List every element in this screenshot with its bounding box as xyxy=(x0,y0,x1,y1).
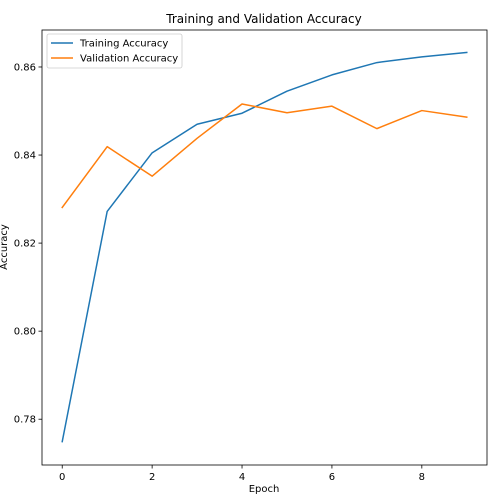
x-axis-label: Epoch xyxy=(249,484,280,495)
series-line-validation-accuracy xyxy=(61,103,468,209)
legend: Training Accuracy Validation Accuracy xyxy=(46,33,183,69)
x-tick-label: 6 xyxy=(329,472,335,483)
y-tick-label: 0.80 xyxy=(14,327,36,338)
plot-area: 0 2 4 6 8 0.78 0.80 0.82 0.84 0.86 xyxy=(14,29,488,483)
chart-title: Training and Validation Accuracy xyxy=(165,12,361,26)
legend-box xyxy=(46,33,183,69)
x-tick-label: 0 xyxy=(59,472,65,483)
y-axis-ticks: 0.78 0.80 0.82 0.84 0.86 xyxy=(14,62,42,426)
x-tick-label: 8 xyxy=(419,472,425,483)
y-tick-label: 0.84 xyxy=(14,151,36,162)
legend-label-validation: Validation Accuracy xyxy=(80,54,178,65)
axes-frame xyxy=(41,29,488,466)
x-axis-ticks: 0 2 4 6 8 xyxy=(59,465,425,483)
series-layer xyxy=(61,51,468,443)
x-tick-label: 4 xyxy=(239,472,245,483)
y-axis-label: Accuracy xyxy=(0,224,10,270)
y-tick-label: 0.78 xyxy=(14,415,36,426)
legend-label-training: Training Accuracy xyxy=(79,39,168,50)
y-tick-label: 0.82 xyxy=(14,239,36,250)
y-tick-label: 0.86 xyxy=(14,62,36,73)
series-line-training-accuracy xyxy=(61,51,468,443)
x-tick-label: 2 xyxy=(149,472,155,483)
